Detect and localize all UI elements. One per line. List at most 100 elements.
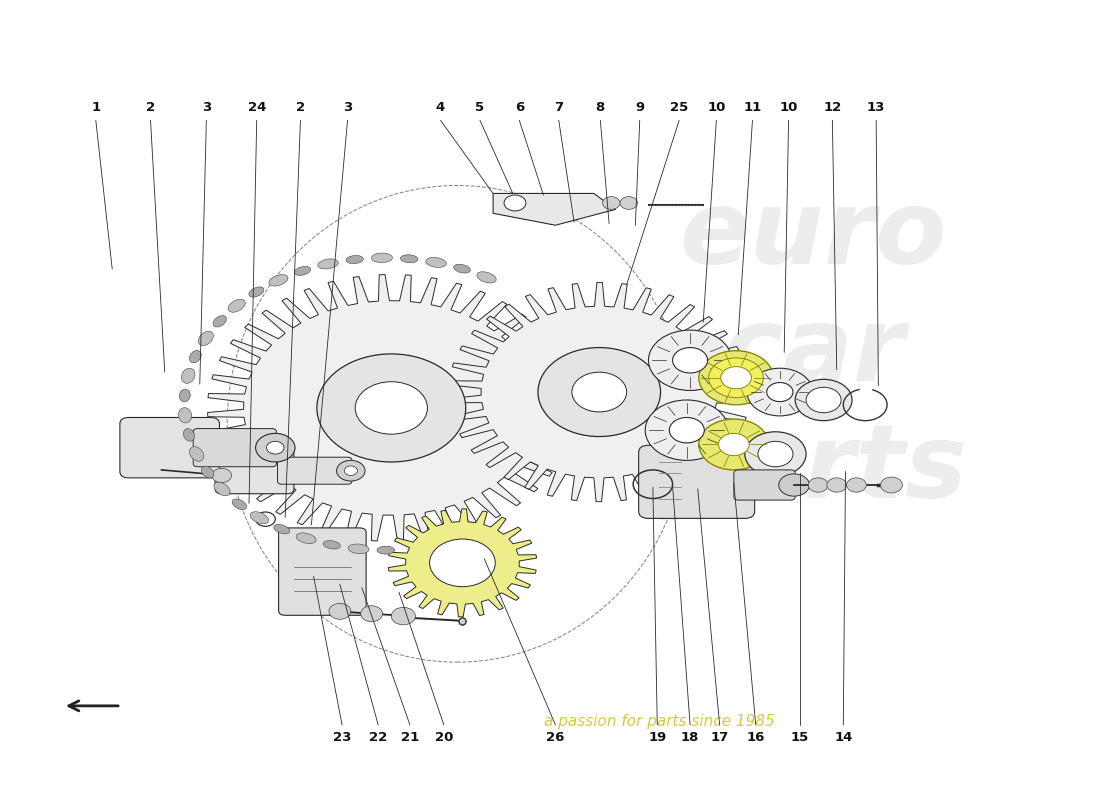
Ellipse shape [213,482,230,496]
Text: 20: 20 [434,731,453,744]
Text: 10: 10 [780,101,798,114]
Ellipse shape [232,499,246,510]
Text: 6: 6 [515,101,524,114]
Ellipse shape [274,524,289,534]
Circle shape [698,419,769,470]
FancyBboxPatch shape [639,446,755,518]
Polygon shape [493,194,616,226]
Circle shape [430,539,495,586]
Circle shape [698,350,773,405]
Ellipse shape [268,274,288,286]
Circle shape [779,474,810,496]
Circle shape [504,195,526,211]
Circle shape [880,477,902,493]
Circle shape [767,382,793,402]
Text: 4: 4 [436,101,446,114]
Text: 7: 7 [554,101,563,114]
Ellipse shape [249,287,264,297]
Text: 24: 24 [248,101,266,114]
Circle shape [355,382,428,434]
Text: 3: 3 [343,101,352,114]
FancyBboxPatch shape [216,450,294,494]
Circle shape [266,442,284,454]
Text: euro
car
parts: euro car parts [659,185,967,520]
Circle shape [758,442,793,466]
Circle shape [572,372,627,412]
Circle shape [649,330,732,390]
Text: a passion for parts since 1985: a passion for parts since 1985 [544,714,774,730]
Text: 22: 22 [368,731,387,744]
Circle shape [795,379,852,421]
Text: 8: 8 [596,101,605,114]
Ellipse shape [400,254,418,262]
Circle shape [708,358,763,398]
Circle shape [646,400,728,460]
Text: 18: 18 [681,731,700,744]
Text: 23: 23 [333,731,351,744]
Circle shape [720,366,751,389]
Text: 2: 2 [296,101,305,114]
Text: 3: 3 [201,101,211,114]
Ellipse shape [323,541,340,549]
Polygon shape [388,509,537,617]
Circle shape [620,197,638,210]
Text: 1: 1 [91,101,100,114]
Text: 10: 10 [707,101,726,114]
Ellipse shape [189,446,204,462]
Circle shape [808,478,828,492]
Ellipse shape [476,272,496,283]
Ellipse shape [426,258,447,267]
Ellipse shape [182,368,195,383]
Circle shape [329,603,351,619]
Text: 2: 2 [146,101,155,114]
Ellipse shape [228,299,245,312]
Ellipse shape [184,429,195,441]
Text: 11: 11 [744,101,761,114]
Ellipse shape [201,466,214,478]
Circle shape [745,432,806,476]
Text: 16: 16 [747,731,764,744]
Ellipse shape [294,266,311,275]
Text: 15: 15 [791,731,808,744]
Ellipse shape [179,389,190,402]
Ellipse shape [372,253,393,262]
Circle shape [747,368,813,416]
Ellipse shape [377,546,395,554]
Circle shape [718,434,749,456]
Text: 26: 26 [547,731,564,744]
Text: 9: 9 [635,101,645,114]
Ellipse shape [178,408,191,423]
Ellipse shape [250,512,268,524]
Ellipse shape [198,331,213,346]
Text: 13: 13 [867,101,886,114]
Ellipse shape [213,315,227,327]
Ellipse shape [189,350,201,362]
Text: 25: 25 [670,101,689,114]
Ellipse shape [318,259,339,269]
FancyBboxPatch shape [277,457,352,484]
Circle shape [669,418,704,443]
Circle shape [603,197,620,210]
Circle shape [317,354,465,462]
FancyBboxPatch shape [734,470,795,500]
FancyBboxPatch shape [194,429,276,466]
Circle shape [392,607,416,625]
Circle shape [672,347,707,373]
Circle shape [361,606,383,622]
Text: 5: 5 [475,101,484,114]
Text: 21: 21 [400,731,419,744]
Circle shape [255,434,295,462]
Circle shape [344,466,358,475]
Polygon shape [449,282,750,502]
Text: 19: 19 [648,731,667,744]
Ellipse shape [348,544,369,554]
Circle shape [827,478,847,492]
Circle shape [337,460,365,481]
Ellipse shape [453,264,471,273]
Text: 14: 14 [834,731,852,744]
Circle shape [806,387,842,413]
Circle shape [212,468,231,482]
Ellipse shape [296,533,316,543]
Ellipse shape [346,255,363,263]
FancyBboxPatch shape [120,418,220,478]
